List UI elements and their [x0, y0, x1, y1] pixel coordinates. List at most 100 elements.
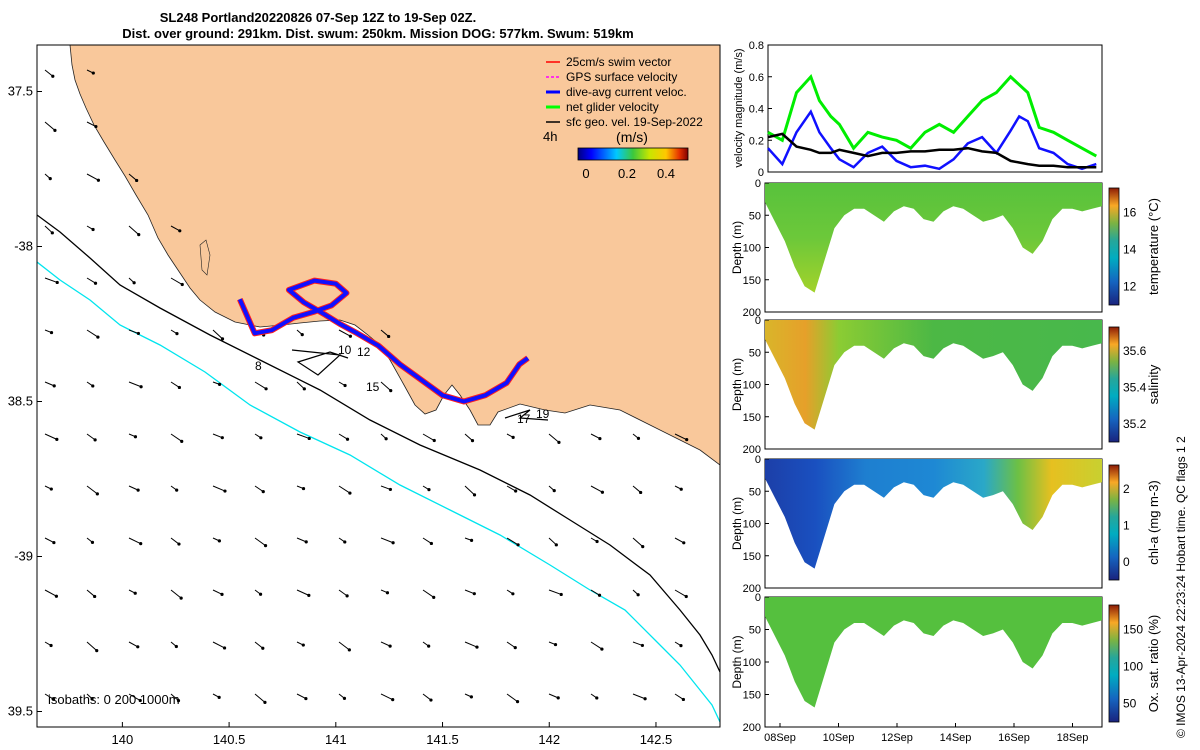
map-legend: 25cm/s swim vector GPS surface velocity …: [543, 55, 703, 181]
current-arrow: [296, 537, 307, 543]
colorbar-label: Ox. sat. ratio (%): [1146, 615, 1161, 713]
current-arrow-head: [514, 489, 518, 493]
surface-current-arrows: [44, 69, 689, 704]
current-arrow-head: [51, 74, 55, 78]
current-arrow: [464, 641, 478, 648]
current-arrow-head: [139, 385, 143, 389]
current-arrow: [212, 329, 223, 340]
current-arrow-head: [388, 644, 392, 648]
current-arrow: [380, 693, 393, 701]
current-arrow: [506, 537, 519, 546]
current-arrow-head: [511, 592, 515, 596]
current-arrow-head: [469, 695, 473, 699]
current-arrow: [170, 277, 183, 285]
profile-ytick-label: 150: [743, 690, 761, 702]
colorbar-tick-label: 0: [1123, 555, 1130, 569]
current-arrow: [464, 589, 475, 595]
velocity-line-net-glider-velocity: [767, 73, 1098, 158]
current-arrow-head: [179, 596, 183, 600]
profile-data-fill: [765, 459, 1102, 569]
current-arrow-head: [469, 538, 474, 543]
current-arrow-head: [343, 383, 347, 388]
current-arrow: [128, 641, 139, 648]
land-mass: [69, 45, 720, 466]
current-arrow-head: [91, 71, 95, 75]
current-arrow: [506, 693, 518, 703]
current-arrow-head: [679, 644, 683, 648]
current-arrow-head: [91, 384, 95, 388]
current-arrow-head: [388, 487, 392, 492]
current-arrow-head: [600, 647, 604, 651]
velocity-ylabel: velocity magnitude (m/s): [733, 48, 745, 167]
current-arrow: [86, 173, 99, 181]
current-arrow-head: [385, 591, 390, 595]
current-arrow-head: [598, 436, 602, 441]
current-arrow-head: [55, 437, 59, 441]
profile-panel-1: 0 50 100 150 200 Depth (m) 35.2 35.4 35.6 salinit…: [730, 315, 1161, 456]
velocity-y-axis: 0 0.2 0.4 0.6 0.8: [749, 40, 772, 179]
profile-ylabel: Depth (m): [730, 635, 744, 688]
current-arrow: [338, 641, 350, 651]
current-arrow-head: [177, 385, 181, 390]
profile-ytick-label: 200: [743, 722, 761, 734]
current-arrow: [590, 485, 603, 493]
isobath-200: [37, 214, 720, 673]
current-arrow: [86, 433, 96, 441]
profile-ytick-label: 100: [743, 519, 761, 531]
colorbar-tick-0-4: 0.4: [657, 166, 675, 181]
profile-data-fill: [765, 597, 1102, 708]
current-arrow-head: [52, 384, 56, 388]
current-arrow-head: [641, 545, 645, 549]
current-arrow-head: [307, 436, 311, 441]
current-arrow: [674, 433, 687, 441]
current-arrow-head: [93, 594, 97, 599]
profile-ytick-label: 50: [749, 210, 761, 222]
profile-ytick-label: 150: [743, 551, 761, 563]
isobath-label: isobaths: 0 200 1000m: [48, 692, 180, 707]
time-tag: 4h: [543, 129, 557, 144]
current-arrow-head: [48, 177, 52, 181]
current-arrow: [44, 693, 54, 700]
current-arrow: [128, 485, 139, 491]
colorbar-tick-label: 14: [1123, 242, 1137, 256]
current-arrow-head: [263, 700, 267, 704]
map-ytick-label: -38: [14, 239, 33, 254]
isobath-1000: [37, 261, 720, 723]
current-arrow-head: [135, 178, 139, 183]
current-arrow-head: [301, 643, 305, 647]
current-arrow: [254, 693, 266, 703]
profile-data-fill: [765, 320, 1102, 430]
colorbar-label: chl-a (mg m-3): [1146, 480, 1161, 565]
profile-ytick-label: 200: [743, 444, 761, 456]
current-arrow: [86, 329, 99, 338]
profile-panel-2: 0 50 100 150 200 Depth (m) 0 1 2 chl-a (mg m-3): [730, 454, 1161, 595]
current-arrow: [170, 225, 181, 232]
velocity-line-sfc-geo-vel-: [767, 132, 1097, 169]
current-arrow: [422, 537, 432, 544]
current-arrow: [338, 485, 351, 494]
current-arrow-head: [516, 543, 520, 547]
current-arrow: [296, 381, 305, 390]
profile-ytick-label: 200: [743, 307, 761, 319]
colorbar-tick-label: 2: [1123, 482, 1130, 496]
current-arrow: [548, 693, 559, 699]
profile-ytick-label: 100: [743, 657, 761, 669]
profile-data-fill: [765, 183, 1102, 293]
island-1: [199, 239, 211, 276]
legend-dive-avg: dive-avg current veloc.: [566, 85, 687, 99]
current-arrow: [380, 329, 389, 337]
track-black-end: [504, 409, 549, 421]
current-arrow: [44, 225, 53, 234]
current-arrow: [86, 121, 97, 128]
current-arrow-head: [391, 698, 395, 702]
current-arrow-head: [679, 487, 683, 491]
current-arrow-head: [133, 435, 138, 439]
current-arrow-head: [681, 697, 685, 702]
current-arrow-head: [176, 699, 181, 703]
title-line-1: SL248 Portland20220826 07-Sep 12Z to 19-…: [160, 10, 476, 25]
current-arrow-head: [49, 487, 53, 491]
current-arrow: [338, 589, 348, 597]
current-arrow-head: [432, 438, 436, 443]
current-arrow-head: [52, 540, 56, 545]
